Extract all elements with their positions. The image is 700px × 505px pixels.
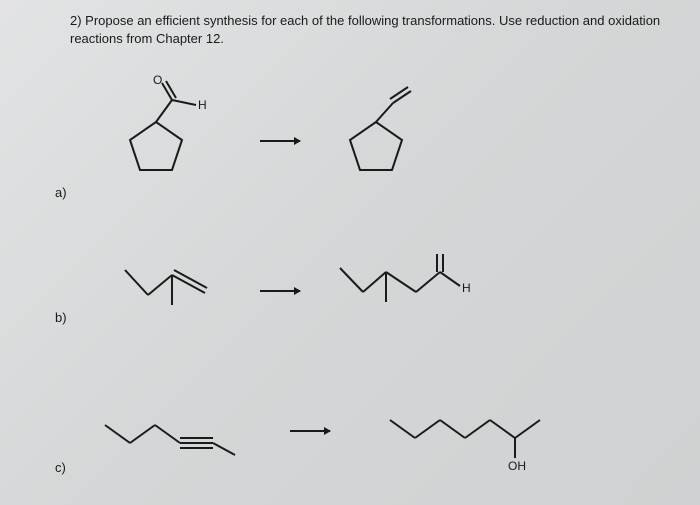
part-a-label: a): [55, 185, 67, 200]
struct-b-start: [110, 255, 240, 325]
struct-b-prod: O H: [330, 250, 490, 330]
struct-c-start: [95, 405, 255, 465]
atom-oh: OH: [508, 459, 526, 473]
atom-h: H: [198, 98, 207, 112]
question-text: 2) Propose an efficient synthesis for ea…: [70, 12, 670, 48]
struct-a-prod: [335, 85, 435, 185]
part-c-label: c): [55, 460, 66, 475]
atom-h-b: H: [462, 281, 471, 295]
arrow-b: [260, 290, 300, 292]
part-b-label: b): [55, 310, 67, 325]
struct-c-prod: OH: [380, 400, 580, 475]
struct-a-start: H O: [110, 75, 230, 185]
arrow-a: [260, 140, 300, 142]
arrow-c: [290, 430, 330, 432]
atom-o: O: [153, 75, 162, 87]
